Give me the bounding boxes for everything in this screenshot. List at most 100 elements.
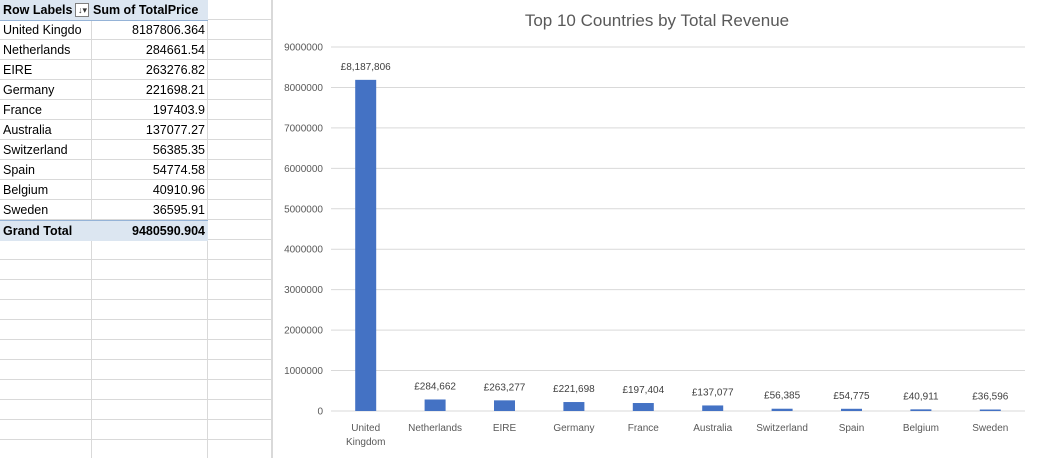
bar[interactable] — [563, 402, 585, 411]
pivot-row[interactable]: Switzerland 56385.35 — [0, 140, 208, 160]
y-tick-label: 6000000 — [284, 164, 323, 175]
y-tick-label: 3000000 — [284, 285, 323, 296]
y-tick-label: 1000000 — [284, 366, 323, 377]
pivot-row[interactable]: United Kingdo 8187806.364 — [0, 20, 208, 40]
y-tick-label: 2000000 — [284, 326, 323, 337]
chart-title: Top 10 Countries by Total Revenue — [525, 11, 789, 30]
row-gridline — [0, 419, 272, 420]
row-gridline — [0, 299, 272, 300]
bar[interactable] — [424, 399, 446, 411]
row-gridline — [0, 359, 272, 360]
y-tick-label: 8000000 — [284, 83, 323, 94]
row-labels-text: Row Labels — [3, 3, 73, 17]
bar[interactable] — [494, 400, 515, 411]
data-label: £137,077 — [692, 387, 734, 398]
sum-header[interactable]: Sum of TotalPrice — [93, 3, 199, 17]
row-gridline — [0, 399, 272, 400]
grand-total-label: Grand Total — [3, 224, 73, 238]
bar[interactable] — [910, 409, 932, 411]
pivot-row[interactable]: Sweden 36595.91 — [0, 200, 208, 220]
x-tick-label: Australia — [693, 423, 732, 434]
row-gridline — [0, 439, 272, 440]
row-labels-header[interactable]: Row Labels ↓▾ — [3, 3, 90, 17]
x-tick-label: Sweden — [972, 423, 1008, 434]
pivot-row-value: 284661.54 — [145, 43, 205, 57]
row-gridline — [0, 319, 272, 320]
data-label: £8,187,806 — [341, 62, 391, 73]
pivot-row-label: France — [3, 103, 42, 117]
bar[interactable] — [355, 79, 377, 411]
row-gridline — [0, 159, 272, 160]
y-tick-label: 4000000 — [284, 245, 323, 256]
x-tick-label: France — [628, 423, 660, 434]
row-gridline — [0, 39, 272, 40]
pivot-row-label: Switzerland — [3, 143, 68, 157]
pivot-row-value: 263276.82 — [145, 63, 205, 77]
pivot-row-label: United Kingdo — [3, 23, 82, 37]
pivot-row-label: EIRE — [3, 63, 33, 77]
data-label: £56,385 — [764, 391, 801, 402]
bar-chart[interactable]: Top 10 Countries by Total Revenue 0 100000… — [272, 0, 1040, 458]
x-tick-label: Belgium — [903, 423, 939, 434]
pivot-row-label: Germany — [3, 83, 55, 97]
y-tick-label: 7000000 — [284, 123, 323, 134]
pivot-row-value: 54774.58 — [152, 163, 205, 177]
bar[interactable] — [841, 408, 862, 411]
row-gridline — [0, 219, 272, 220]
data-label: £54,775 — [833, 391, 870, 402]
grand-total-value: 9480590.904 — [132, 224, 205, 238]
row-gridline — [0, 279, 272, 280]
pivot-row-value: 8187806.364 — [132, 23, 205, 37]
row-gridline — [0, 339, 272, 340]
x-tick-label: United — [351, 423, 380, 434]
data-label: £221,698 — [553, 384, 595, 395]
x-tick-label: Kingdom — [346, 437, 385, 448]
pivot-row-label: Belgium — [3, 183, 49, 197]
pivot-row-label: Australia — [3, 123, 52, 137]
y-tick-label: 0 — [317, 407, 323, 418]
pivot-row-label: Spain — [3, 163, 35, 177]
sort-filter-icon[interactable]: ↓▾ — [75, 3, 90, 17]
x-tick-label: Germany — [553, 423, 594, 434]
x-tick-label: Spain — [839, 423, 865, 434]
bar[interactable] — [771, 408, 793, 411]
pivot-row[interactable]: France 197403.9 — [0, 100, 208, 120]
x-tick-label: Switzerland — [756, 423, 808, 434]
pivot-row[interactable]: Belgium 40910.96 — [0, 180, 208, 200]
pivot-row-value: 137077.27 — [145, 123, 205, 137]
bar[interactable] — [632, 403, 654, 411]
chart-canvas: Top 10 Countries by Total Revenue 0 100000… — [284, 11, 1025, 448]
pivot-row-label: Sweden — [3, 203, 49, 217]
pivot-row-label: Netherlands — [3, 43, 71, 57]
pivot-row-value: 221698.21 — [145, 83, 205, 97]
x-tick-label: Netherlands — [408, 423, 462, 434]
data-label: £197,404 — [622, 385, 664, 396]
pivot-row[interactable]: Spain 54774.58 — [0, 160, 208, 180]
pivot-row-value: 197403.9 — [152, 103, 205, 117]
row-gridline — [0, 139, 272, 140]
row-gridline — [0, 119, 272, 120]
row-gridline — [0, 79, 272, 80]
row-gridline — [0, 199, 272, 200]
bar[interactable] — [702, 405, 724, 411]
bar[interactable] — [979, 409, 1001, 411]
row-gridline — [0, 379, 272, 380]
data-label: £284,662 — [414, 381, 456, 392]
row-gridline — [0, 59, 272, 60]
pivot-row[interactable]: EIRE 263276.82 — [0, 60, 208, 80]
pivot-row[interactable]: Australia 137077.27 — [0, 120, 208, 140]
column-gridline — [271, 0, 272, 458]
pivot-row-value: 40910.96 — [152, 183, 205, 197]
x-tick-label: EIRE — [493, 423, 517, 434]
pivot-row-value: 36595.91 — [152, 203, 205, 217]
row-gridline — [0, 259, 272, 260]
grand-total-row[interactable]: Grand Total 9480590.904 — [0, 220, 208, 241]
data-label: £40,911 — [903, 391, 939, 402]
pivot-row-value: 56385.35 — [152, 143, 205, 157]
pivot-row[interactable]: Netherlands 284661.54 — [0, 40, 208, 60]
pivot-row[interactable]: Germany 221698.21 — [0, 80, 208, 100]
data-label: £36,596 — [972, 392, 1009, 403]
y-tick-label: 9000000 — [284, 43, 323, 54]
data-label: £263,277 — [484, 382, 526, 393]
pivot-header-row: Row Labels ↓▾ Sum of TotalPrice — [0, 0, 208, 21]
